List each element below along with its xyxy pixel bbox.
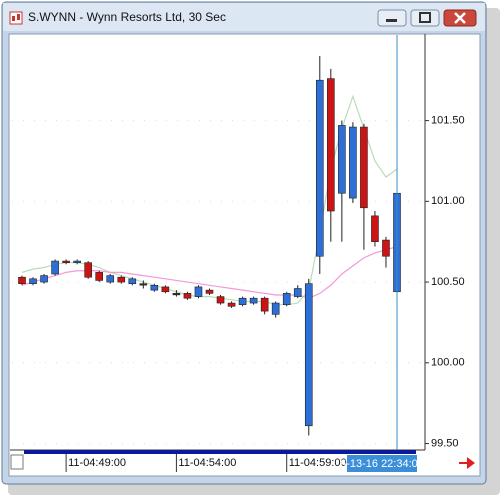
candle-body [161, 286, 170, 293]
candle-body [327, 78, 335, 212]
candle-body [194, 286, 203, 297]
candle-body [282, 293, 291, 305]
scroll-checkbox[interactable] [10, 454, 24, 470]
y-tick-label: 100.00 [431, 357, 465, 369]
app-icon [12, 16, 15, 21]
candle-body [106, 275, 115, 283]
candle-body [139, 283, 148, 286]
candle-body [18, 276, 26, 284]
y-tick-label: 99.50 [431, 437, 459, 449]
candle-body [29, 278, 37, 284]
scroll-bar[interactable] [24, 450, 416, 454]
x-tick-label: 11-04:49:00 [68, 457, 126, 469]
minimize-button[interactable] [377, 9, 407, 27]
candle-body [227, 302, 236, 307]
app-icon [9, 11, 23, 25]
candle-body [205, 289, 214, 294]
y-tick-label: 100.50 [431, 276, 465, 288]
x-tick-label: 11-04:59:00 [289, 457, 347, 469]
candle-body [62, 260, 70, 263]
candle-body [315, 79, 324, 257]
scroll-right-arrow[interactable] [459, 457, 475, 469]
window-title: S.WYNN - Wynn Resorts Ltd, 30 Sec [28, 10, 226, 24]
close-icon [454, 12, 466, 24]
app-icon [17, 14, 20, 20]
candle-body [128, 278, 137, 284]
candle-body [84, 262, 92, 278]
minimize-icon [386, 19, 397, 22]
maximize-button[interactable] [410, 9, 440, 27]
candle-body [249, 297, 258, 304]
candle-body [260, 297, 269, 312]
maximize-icon [419, 12, 431, 23]
candle-body [51, 260, 59, 275]
x-tick-label: 11-04:54:00 [178, 457, 236, 469]
y-tick-label: 101.50 [431, 114, 465, 126]
candle-body [293, 288, 302, 297]
candle-body [304, 283, 313, 427]
candle-body [349, 126, 357, 199]
candle-body [360, 126, 368, 209]
cursor-label-box [347, 455, 417, 472]
y-tick-label: 101.00 [431, 195, 465, 207]
candle-body [150, 284, 159, 291]
candle-body [371, 215, 379, 242]
candle-body [382, 239, 390, 257]
candle-body [271, 302, 280, 315]
cursor-label: 6-13-16 22:34:00 [340, 458, 424, 470]
candle-body [40, 275, 48, 283]
candle-body [95, 272, 104, 281]
chart-panel [8, 33, 481, 477]
candle-body [338, 125, 346, 194]
candle-body [172, 293, 181, 296]
candle-body [117, 276, 126, 283]
candle-body [183, 293, 192, 299]
candle-body [73, 260, 81, 263]
candle-body [238, 297, 247, 305]
candle-body [216, 296, 225, 304]
